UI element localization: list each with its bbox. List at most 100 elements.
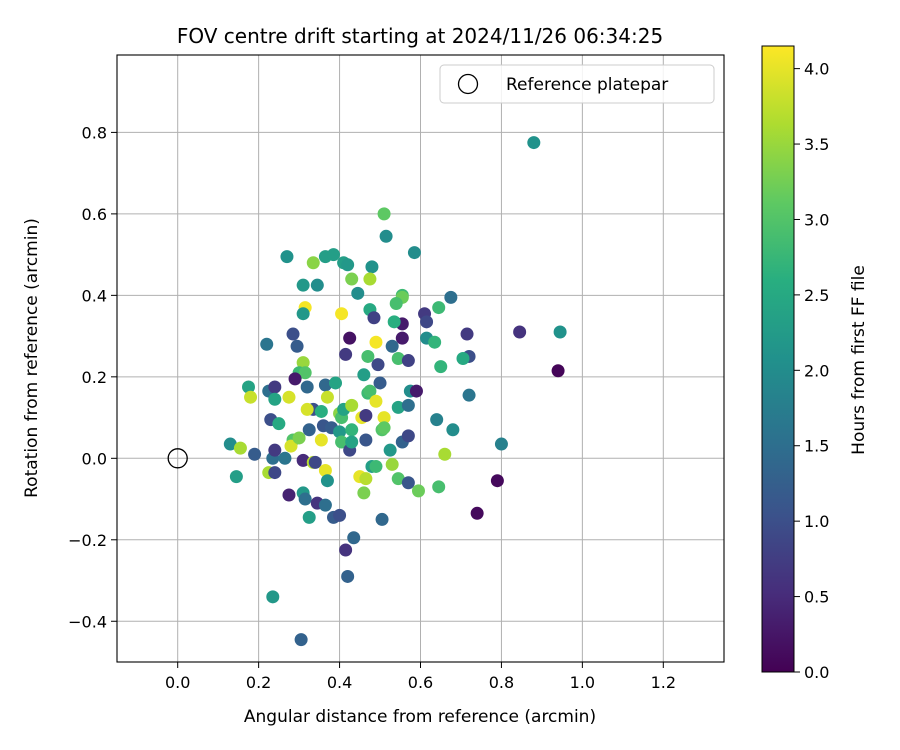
data-point: [326, 248, 340, 262]
colorbar-tick-label: 4.0: [804, 60, 829, 79]
colorbar-tick-label: 1.0: [804, 512, 829, 531]
data-point: [391, 472, 405, 486]
legend-marker-icon: [457, 73, 479, 95]
data-point: [294, 633, 308, 647]
data-point: [494, 437, 508, 451]
data-point: [383, 443, 397, 457]
data-point: [318, 498, 332, 512]
y-axis-label: Rotation from reference (arcmin): [22, 218, 42, 498]
legend-entry-reference: Reference platepar: [506, 75, 668, 95]
data-point: [351, 286, 365, 300]
colorbar-tick-label: 1.5: [804, 437, 829, 456]
data-point: [308, 455, 322, 469]
data-point: [229, 470, 243, 484]
data-point: [385, 339, 399, 353]
data-point: [260, 337, 274, 351]
data-point: [407, 246, 421, 260]
data-point: [373, 376, 387, 390]
data-point: [363, 272, 377, 286]
data-point: [341, 258, 355, 272]
data-point: [432, 480, 446, 494]
data-point: [314, 433, 328, 447]
data-point: [553, 325, 567, 339]
x-tick-label: 0.2: [246, 673, 271, 692]
data-point: [320, 474, 334, 488]
data-point: [371, 358, 385, 372]
data-point: [318, 464, 332, 478]
x-tick-label: 0.0: [165, 673, 190, 692]
data-point: [223, 437, 237, 451]
y-tick-label: −0.2: [68, 531, 107, 550]
data-point: [365, 260, 379, 274]
data-point: [462, 388, 476, 402]
data-point: [527, 136, 541, 150]
data-point: [288, 372, 302, 386]
data-point: [282, 488, 296, 502]
data-point: [339, 347, 353, 361]
data-point: [335, 307, 349, 321]
legend-box: [439, 64, 715, 104]
chart-title: FOV centre drift starting at 2024/11/26 …: [177, 24, 663, 48]
data-point: [268, 392, 282, 406]
data-point: [420, 315, 434, 329]
data-point: [278, 451, 292, 465]
data-point: [375, 512, 389, 526]
data-point: [300, 402, 314, 416]
data-point: [248, 447, 262, 461]
data-point: [359, 433, 373, 447]
data-point: [329, 376, 343, 390]
data-point: [290, 339, 304, 353]
data-point: [379, 229, 393, 243]
data-point: [428, 335, 442, 349]
x-axis-label: Angular distance from reference (arcmin): [244, 707, 596, 727]
data-point: [411, 484, 425, 498]
data-point: [339, 543, 353, 557]
data-point: [268, 380, 282, 394]
data-point: [389, 297, 403, 311]
data-point: [298, 492, 312, 506]
data-point: [343, 331, 357, 345]
data-point: [369, 335, 383, 349]
data-point: [401, 429, 415, 443]
data-point: [268, 443, 282, 457]
data-point: [302, 423, 316, 437]
data-point: [296, 453, 310, 467]
y-tick-label: 0.0: [82, 449, 107, 468]
data-point: [341, 569, 355, 583]
colorbar-label: Hours from first FF file: [849, 265, 869, 455]
data-point: [345, 272, 359, 286]
data-point: [438, 447, 452, 461]
data-point: [284, 439, 298, 453]
data-point: [432, 301, 446, 315]
data-point: [387, 315, 401, 329]
data-point: [551, 364, 565, 378]
data-point: [314, 404, 328, 418]
data-point: [266, 590, 280, 604]
data-point: [242, 380, 256, 394]
data-point: [333, 508, 347, 522]
x-tick-label: 0.6: [408, 673, 433, 692]
reference-platepar-marker: [167, 448, 188, 469]
data-point: [335, 435, 349, 449]
y-tick-label: 0.2: [82, 368, 107, 387]
data-point: [302, 510, 316, 524]
data-point: [306, 256, 320, 270]
data-point: [268, 466, 282, 480]
data-point: [369, 459, 383, 473]
data-point: [347, 531, 361, 545]
data-point: [456, 352, 470, 365]
data-point: [233, 441, 247, 455]
data-point: [280, 250, 294, 264]
data-point: [282, 390, 296, 404]
data-point: [345, 435, 359, 449]
data-point: [367, 311, 381, 325]
data-point: [298, 366, 312, 380]
data-point: [310, 278, 324, 292]
data-point: [345, 423, 359, 437]
data-point: [333, 425, 347, 439]
y-tick-label: 0.6: [82, 205, 107, 224]
data-point: [401, 354, 415, 368]
grid-lines: [117, 55, 724, 662]
data-point: [377, 411, 391, 425]
colorbar-tick-label: 0.5: [804, 588, 829, 607]
